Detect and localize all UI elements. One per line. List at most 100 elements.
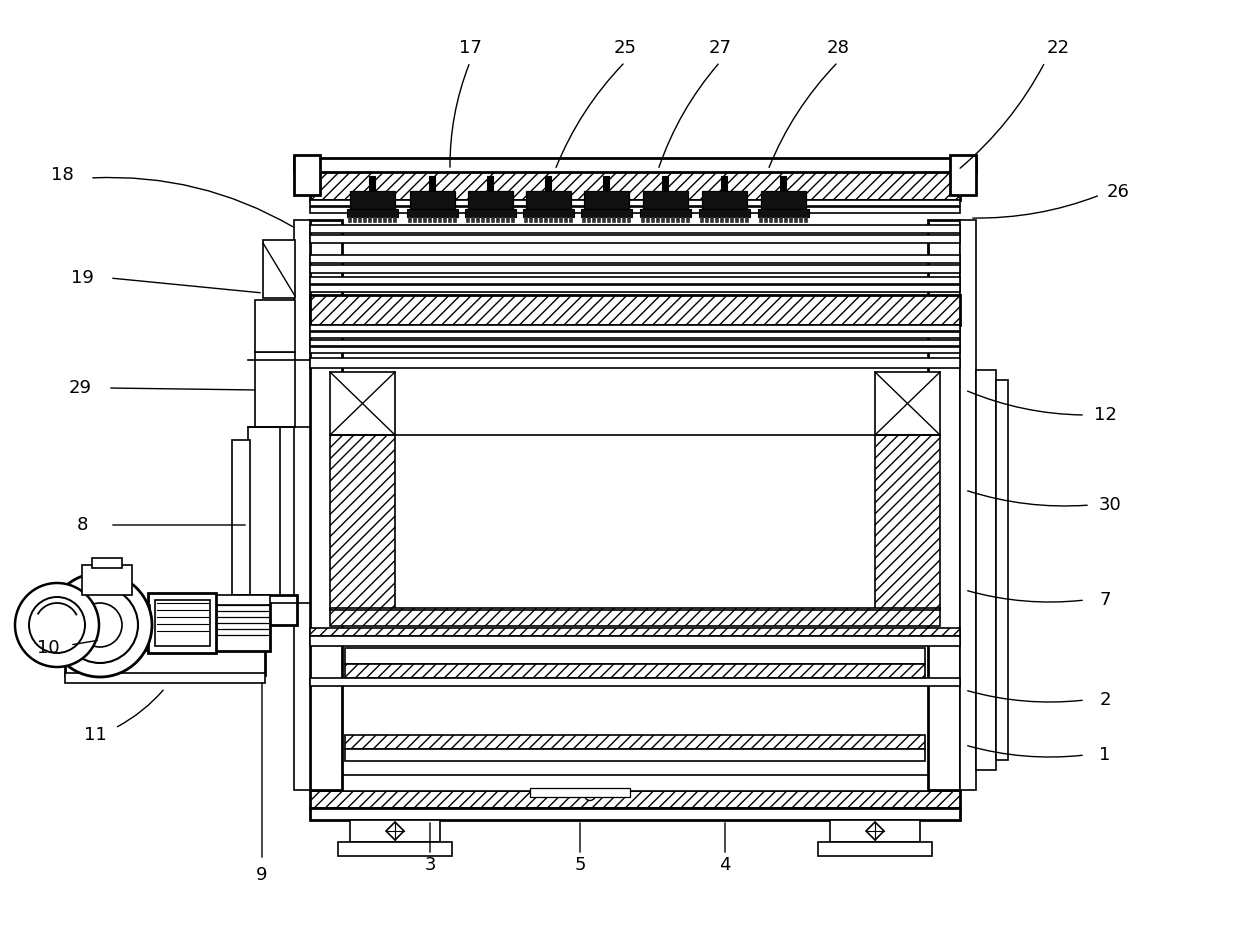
Bar <box>591 217 595 222</box>
Bar <box>644 191 688 209</box>
Bar <box>465 209 516 217</box>
Bar <box>396 372 875 628</box>
Bar <box>559 217 562 222</box>
Bar <box>310 200 960 206</box>
Bar <box>310 358 960 368</box>
Bar <box>339 842 453 856</box>
Bar <box>64 673 265 683</box>
Text: 7: 7 <box>1099 591 1111 609</box>
Bar <box>487 176 494 191</box>
Bar <box>730 217 733 222</box>
Bar <box>596 217 600 222</box>
Bar <box>761 191 806 209</box>
Text: 27: 27 <box>708 39 732 57</box>
Bar <box>310 255 960 263</box>
Bar <box>686 217 689 222</box>
Bar <box>875 372 940 435</box>
Bar <box>310 325 960 331</box>
Polygon shape <box>866 822 884 840</box>
Bar <box>423 217 427 222</box>
Text: 28: 28 <box>827 39 849 57</box>
Bar <box>702 191 746 209</box>
Bar <box>481 217 484 222</box>
Bar <box>330 372 396 435</box>
Bar <box>774 217 777 222</box>
Bar <box>511 217 515 222</box>
Bar <box>640 209 691 217</box>
Bar <box>378 217 381 222</box>
Bar <box>661 217 663 222</box>
Bar <box>408 217 410 222</box>
Bar <box>388 217 391 222</box>
Text: 29: 29 <box>68 379 92 397</box>
Text: 22: 22 <box>1047 39 1069 57</box>
Bar <box>534 217 537 222</box>
Bar <box>735 217 738 222</box>
Text: 18: 18 <box>51 166 73 184</box>
Bar <box>330 435 396 610</box>
Bar <box>706 217 708 222</box>
Bar <box>433 217 436 222</box>
Bar <box>564 217 567 222</box>
Bar <box>373 217 376 222</box>
Bar <box>130 605 150 640</box>
Bar <box>310 340 960 346</box>
Bar <box>368 217 371 222</box>
Bar <box>330 608 940 626</box>
Bar <box>310 220 342 790</box>
Bar <box>780 176 786 191</box>
Bar <box>699 209 750 217</box>
Bar <box>496 217 498 222</box>
Text: 12: 12 <box>1094 406 1116 424</box>
Bar <box>603 176 609 191</box>
Bar <box>784 217 787 222</box>
Bar <box>466 217 469 222</box>
Bar <box>310 808 960 820</box>
Text: 9: 9 <box>257 866 268 884</box>
Circle shape <box>584 789 595 801</box>
Circle shape <box>78 603 122 647</box>
Text: 11: 11 <box>83 726 107 744</box>
Bar <box>525 217 527 222</box>
Bar <box>443 217 446 222</box>
Bar <box>960 220 976 790</box>
Text: 26: 26 <box>1106 183 1130 201</box>
Bar <box>804 217 807 222</box>
Bar <box>529 788 630 797</box>
Bar <box>769 217 773 222</box>
Bar <box>232 440 250 595</box>
Bar <box>582 209 632 217</box>
Bar <box>248 427 280 602</box>
Bar <box>587 217 590 222</box>
Bar <box>310 277 960 284</box>
Circle shape <box>62 587 138 663</box>
Bar <box>82 565 131 595</box>
Bar <box>310 636 960 646</box>
Bar <box>601 217 605 222</box>
Bar <box>438 217 441 222</box>
Bar <box>569 217 572 222</box>
Bar <box>720 217 723 222</box>
Bar <box>818 842 932 856</box>
Bar <box>506 217 508 222</box>
Bar <box>701 217 703 222</box>
Text: 4: 4 <box>719 856 730 874</box>
Bar <box>363 217 366 222</box>
Bar <box>358 217 361 222</box>
Bar <box>740 217 743 222</box>
Bar <box>310 295 960 325</box>
Bar <box>582 217 585 222</box>
Bar <box>764 217 768 222</box>
Bar <box>345 735 925 749</box>
Bar <box>546 176 551 191</box>
Bar <box>310 678 960 686</box>
Bar <box>976 370 996 770</box>
Text: 1: 1 <box>1100 746 1111 764</box>
Text: 19: 19 <box>71 269 93 287</box>
Bar <box>215 603 270 651</box>
Bar <box>476 217 479 222</box>
Bar <box>92 558 122 568</box>
Bar <box>875 435 940 610</box>
Bar <box>155 600 210 646</box>
Text: 17: 17 <box>459 39 481 57</box>
